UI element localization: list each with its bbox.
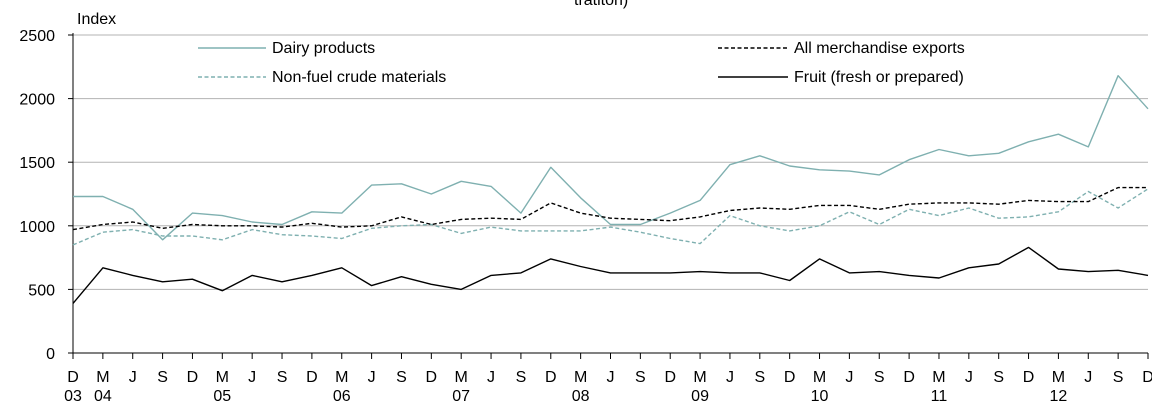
x-tick-label: J bbox=[368, 369, 376, 386]
x-year-label: 07 bbox=[452, 388, 470, 405]
y-tick-label: 500 bbox=[28, 282, 55, 299]
y-tick-label: 2500 bbox=[19, 28, 55, 45]
x-year-label: 08 bbox=[572, 388, 590, 405]
x-tick-label: S bbox=[157, 369, 168, 386]
x-year-label: 06 bbox=[333, 388, 351, 405]
x-tick-label: J bbox=[845, 369, 853, 386]
y-axis-label: Index bbox=[77, 11, 116, 28]
x-year-label: 10 bbox=[811, 388, 829, 405]
cut-off-subtitle: tratitori) bbox=[574, 0, 628, 9]
x-tick-label: D bbox=[1142, 369, 1152, 386]
x-tick-label: M bbox=[96, 369, 109, 386]
x-tick-label: M bbox=[335, 369, 348, 386]
x-year-label: 03 bbox=[64, 388, 82, 405]
x-tick-label: J bbox=[248, 369, 256, 386]
x-tick-label: D bbox=[306, 369, 318, 386]
x-tick-label: D bbox=[784, 369, 796, 386]
series-line-fruit-fresh-or-prepared bbox=[72, 246, 1149, 304]
x-tick-label: J bbox=[965, 369, 973, 386]
x-tick-label: D bbox=[426, 369, 438, 386]
x-tick-label: M bbox=[693, 369, 706, 386]
x-tick-label: D bbox=[67, 369, 79, 386]
x-tick-label: S bbox=[1113, 369, 1124, 386]
x-tick-label: M bbox=[1052, 369, 1065, 386]
x-tick-label: S bbox=[993, 369, 1004, 386]
y-tick-label: 2000 bbox=[19, 92, 55, 109]
x-year-label: 12 bbox=[1050, 388, 1068, 405]
x-year-label: 04 bbox=[94, 388, 112, 405]
x-year-label: 11 bbox=[931, 388, 948, 405]
x-tick-label: D bbox=[545, 369, 557, 386]
x-tick-label: J bbox=[129, 369, 137, 386]
legend-label: Non-fuel crude materials bbox=[272, 69, 446, 86]
series-group bbox=[72, 74, 1149, 304]
y-tick-label: 1000 bbox=[19, 219, 55, 236]
legend-label: Dairy products bbox=[272, 40, 375, 57]
legend-label: All merchandise exports bbox=[794, 40, 965, 57]
series-line-dairy-products bbox=[73, 74, 1149, 241]
x-tick-label: S bbox=[516, 369, 527, 386]
x-tick-label: D bbox=[664, 369, 676, 386]
x-year-label: 05 bbox=[213, 388, 231, 405]
gridlines bbox=[73, 34, 1148, 290]
x-tick-label: S bbox=[396, 369, 407, 386]
x-tick-label: D bbox=[1023, 369, 1035, 386]
x-tick-label: S bbox=[754, 369, 765, 386]
x-tick-label: S bbox=[635, 369, 646, 386]
y-tick-label: 1500 bbox=[19, 155, 55, 172]
series-line-all-merchandise-exports bbox=[72, 186, 1148, 231]
x-tick-label: D bbox=[187, 369, 199, 386]
series-line-non-fuel-crude-materials bbox=[72, 188, 1149, 246]
x-tick-label: D bbox=[903, 369, 915, 386]
x-tick-label: M bbox=[455, 369, 468, 386]
y-tick-label: 0 bbox=[46, 346, 55, 363]
x-tick-label: M bbox=[216, 369, 229, 386]
legend-label: Fruit (fresh or prepared) bbox=[794, 69, 964, 86]
legend: Dairy products All merchandise exports Non… bbox=[198, 40, 965, 86]
x-tick-label: J bbox=[726, 369, 734, 386]
x-tick-label: M bbox=[932, 369, 945, 386]
x-tick-label: M bbox=[574, 369, 587, 386]
x-tick-label: J bbox=[1084, 369, 1092, 386]
x-tick-label: S bbox=[277, 369, 288, 386]
x-tick-label: M bbox=[813, 369, 826, 386]
x-tick-label: J bbox=[607, 369, 615, 386]
x-year-label: 09 bbox=[691, 388, 709, 405]
x-tick-label: J bbox=[487, 369, 495, 386]
x-tick-label: S bbox=[874, 369, 885, 386]
